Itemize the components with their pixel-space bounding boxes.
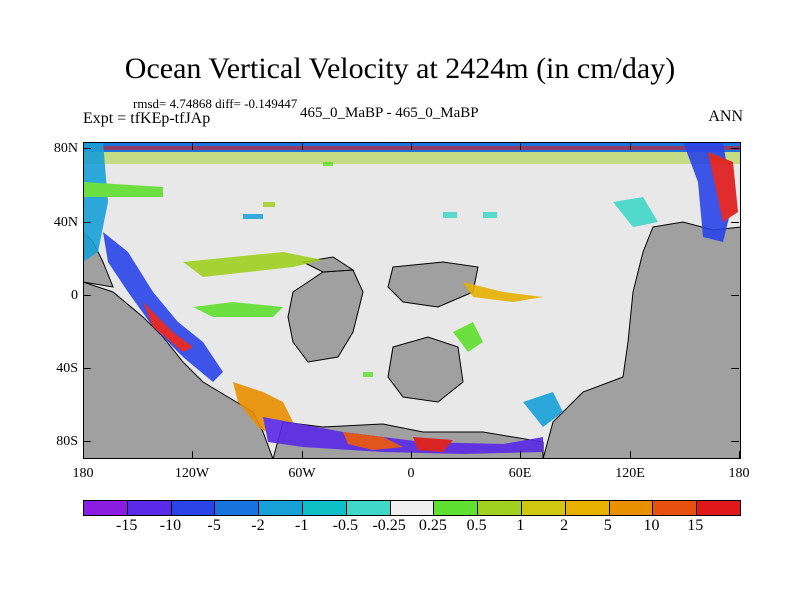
colorbar-label: 1 bbox=[516, 517, 525, 534]
x-tick-label: 180 bbox=[72, 466, 94, 481]
colorbar-label: 5 bbox=[603, 517, 612, 534]
land-west bbox=[83, 281, 274, 459]
colorbar bbox=[83, 500, 741, 516]
colorbar-swatch bbox=[259, 501, 303, 515]
case-label: 465_0_MaBP - 465_0_MaBP bbox=[300, 105, 479, 121]
stats-text: rmsd= 4.74868 diff= -0.149447 bbox=[133, 96, 298, 111]
map-graphic bbox=[83, 142, 741, 459]
colorbar-label: 10 bbox=[643, 517, 660, 534]
colorbar-swatch bbox=[84, 501, 128, 515]
colorbar-swatch bbox=[215, 501, 260, 515]
colorbar-label: -0.5 bbox=[332, 517, 359, 534]
colorbar-swatch bbox=[478, 501, 522, 515]
colorbar-label: -10 bbox=[159, 517, 182, 534]
land-central-south bbox=[387, 336, 464, 403]
y-tick-label: 40S bbox=[56, 361, 78, 376]
colorbar-swatch bbox=[521, 501, 566, 515]
colorbar-label: 2 bbox=[560, 517, 569, 534]
colorbar-label: -1 bbox=[294, 517, 309, 534]
x-tick-label: 0 bbox=[407, 466, 415, 481]
x-tick-label: 60W bbox=[288, 466, 316, 481]
colorbar-swatch bbox=[653, 501, 698, 515]
map-panel bbox=[83, 142, 741, 459]
colorbar-label: -5 bbox=[207, 517, 221, 534]
x-tick-label: 180 bbox=[728, 466, 750, 481]
colorbar-swatch bbox=[390, 501, 435, 515]
y-tick-label: 80N bbox=[53, 141, 78, 156]
colorbar-label: -0.25 bbox=[372, 517, 406, 534]
plot-title: Ocean Vertical Velocity at 2424m (in cm/… bbox=[124, 52, 676, 85]
colorbar-label: -15 bbox=[116, 517, 138, 534]
y-tick-label: 80S bbox=[56, 434, 78, 449]
x-tick-label: 60E bbox=[508, 466, 532, 481]
colorbar-swatch bbox=[127, 501, 172, 515]
colorbar-swatch bbox=[697, 501, 740, 515]
colorbar-swatch bbox=[434, 501, 479, 515]
colorbar-label: 0.5 bbox=[466, 517, 487, 534]
colorbar-label: 15 bbox=[687, 517, 704, 534]
colorbar-label: 0.25 bbox=[418, 517, 447, 534]
experiment-label: Expt = tfKEp-tfJAp bbox=[83, 110, 211, 127]
colorbar-swatch bbox=[565, 501, 610, 515]
colorbar-label: -2 bbox=[251, 517, 265, 534]
land-central-north bbox=[387, 261, 479, 308]
y-tick-label: 40N bbox=[53, 215, 78, 230]
x-tick-label: 120W bbox=[174, 466, 210, 481]
colorbar-swatch bbox=[171, 501, 216, 515]
season-label: ANN bbox=[708, 108, 743, 125]
colorbar-swatch bbox=[346, 501, 391, 515]
colorbar-swatch bbox=[609, 501, 654, 515]
colorbar-swatch bbox=[302, 501, 347, 515]
x-tick-label: 120E bbox=[615, 466, 645, 481]
y-tick-label: 0 bbox=[71, 288, 78, 303]
